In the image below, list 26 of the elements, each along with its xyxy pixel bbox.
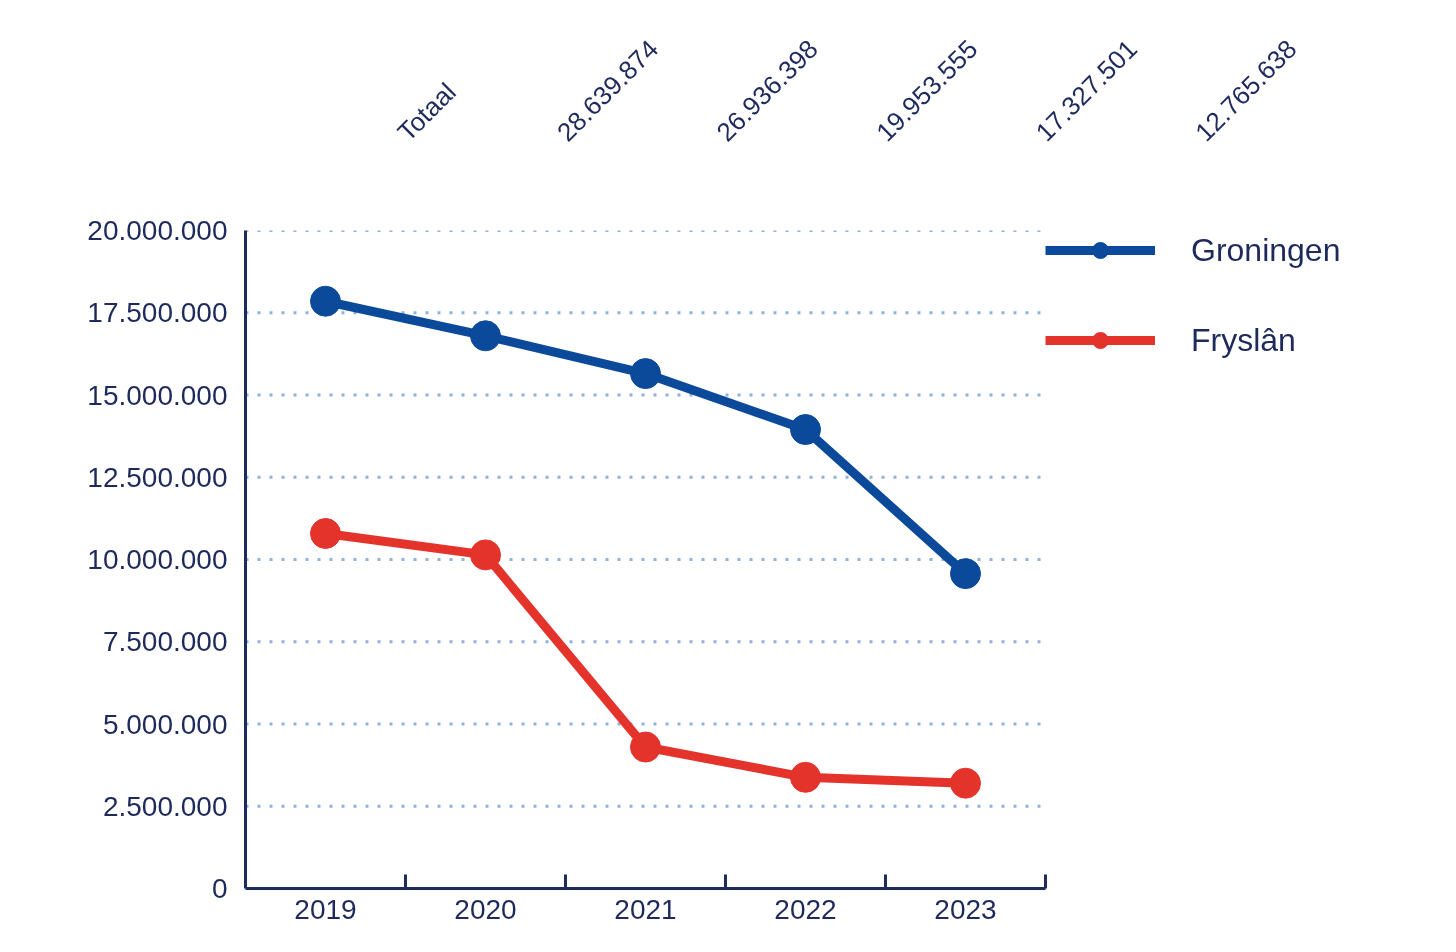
x-tick-label: 2021	[614, 893, 677, 925]
x-tick-label: 2019	[294, 893, 357, 925]
point	[630, 358, 661, 390]
legend-label: Groningen	[1191, 231, 1341, 269]
point	[950, 767, 981, 799]
point	[310, 285, 341, 317]
point	[950, 558, 981, 590]
x-tick-label: 2023	[934, 893, 997, 925]
y-tick-label: 2.500.000	[102, 790, 228, 822]
y-tick-label: 15.000.000	[87, 379, 228, 411]
point	[470, 320, 501, 352]
point	[630, 731, 661, 763]
y-tick-label: 10.000.000	[87, 544, 228, 575]
point	[790, 414, 821, 446]
x-tick-label: 2020	[454, 893, 517, 925]
y-tick-label: 20.000.000	[87, 215, 228, 246]
y-tick-label: 5.000.000	[102, 708, 228, 740]
point	[310, 518, 341, 549]
y-tick-label: 0	[211, 873, 228, 904]
legend-label: Fryslân	[1191, 321, 1296, 359]
point	[790, 761, 821, 793]
point	[470, 539, 501, 571]
y-tick-label: 12.500.000	[87, 461, 228, 493]
x-tick-label: 2022	[774, 893, 837, 925]
y-tick-label: 7.500.000	[102, 626, 228, 658]
y-tick-label: 17.500.000	[87, 297, 228, 329]
